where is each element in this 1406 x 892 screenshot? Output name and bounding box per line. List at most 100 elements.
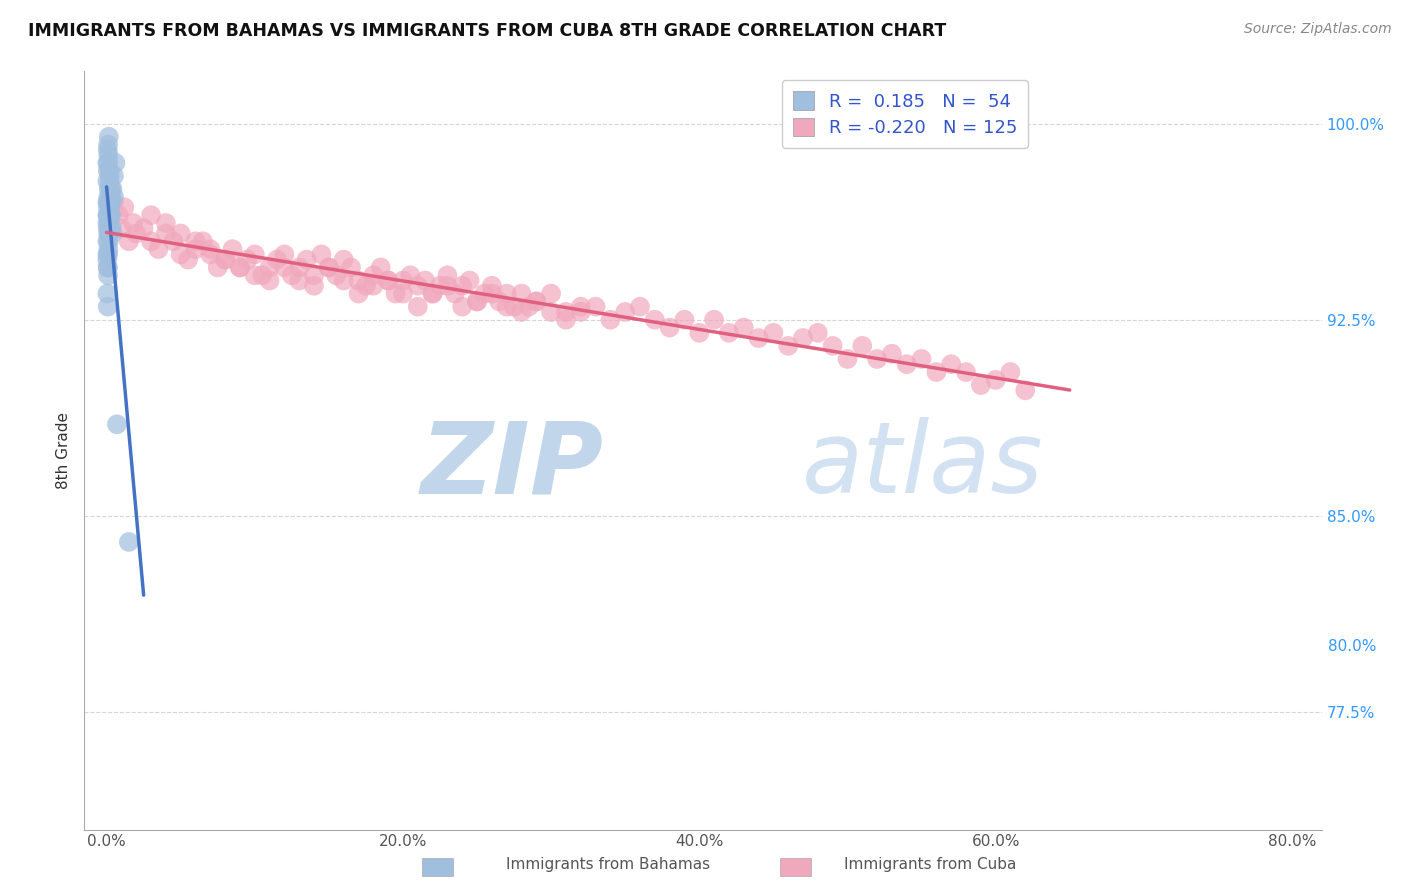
Point — [733, 320, 755, 334]
Point — [837, 351, 859, 366]
Point — [100, 195, 122, 210]
Point — [465, 294, 488, 309]
Point — [98, 195, 121, 210]
Point — [96, 216, 118, 230]
Point — [377, 273, 399, 287]
Point — [170, 227, 193, 241]
Point — [207, 260, 229, 275]
Point — [510, 305, 533, 319]
Point — [259, 260, 281, 275]
Text: atlas: atlas — [801, 417, 1043, 514]
Point — [392, 286, 415, 301]
Y-axis label: 8th Grade: 8th Grade — [56, 412, 72, 489]
Point — [377, 273, 399, 287]
Point — [122, 216, 145, 230]
Point — [125, 227, 148, 241]
Point — [96, 156, 118, 170]
Point — [436, 268, 458, 283]
Point — [413, 273, 436, 287]
Legend: R =  0.185   N =  54, R = -0.220   N = 125: R = 0.185 N = 54, R = -0.220 N = 125 — [782, 80, 1028, 148]
Point — [200, 242, 222, 256]
Point — [436, 278, 458, 293]
Point — [273, 260, 295, 275]
Point — [340, 260, 363, 275]
Point — [703, 312, 725, 326]
Point — [481, 286, 503, 301]
Point — [101, 182, 124, 196]
Point — [970, 378, 993, 392]
Point — [266, 252, 288, 267]
Point — [288, 260, 311, 275]
Point — [555, 305, 578, 319]
Point — [955, 365, 977, 379]
Point — [792, 331, 814, 345]
Point — [100, 208, 122, 222]
Point — [97, 195, 120, 210]
Text: ZIP: ZIP — [420, 417, 605, 514]
Point — [495, 300, 517, 314]
Point — [97, 156, 120, 170]
Point — [97, 163, 120, 178]
Text: 80.0%: 80.0% — [1327, 639, 1376, 654]
Point — [243, 247, 266, 261]
Point — [97, 300, 120, 314]
Point — [458, 273, 481, 287]
Point — [807, 326, 830, 340]
Point — [97, 208, 120, 222]
Point — [98, 169, 121, 183]
Point — [384, 286, 406, 301]
Point — [229, 260, 252, 275]
Point — [97, 242, 120, 256]
Point — [98, 221, 121, 235]
Point — [97, 247, 120, 261]
Point — [98, 208, 121, 222]
Point — [191, 235, 214, 249]
Point — [302, 278, 325, 293]
Point — [97, 221, 120, 235]
Point — [569, 300, 592, 314]
Point — [281, 268, 304, 283]
Point — [495, 286, 517, 301]
Point — [295, 252, 318, 267]
Point — [139, 235, 162, 249]
Point — [406, 300, 429, 314]
Point — [148, 242, 170, 256]
Point — [481, 278, 503, 293]
Point — [347, 273, 370, 287]
Point — [866, 351, 889, 366]
Point — [941, 357, 963, 371]
Point — [984, 373, 1007, 387]
Point — [112, 200, 135, 214]
Point — [318, 260, 340, 275]
Point — [332, 252, 354, 267]
Point — [644, 312, 666, 326]
Point — [910, 351, 932, 366]
Point — [200, 247, 222, 261]
Point — [273, 247, 295, 261]
Point — [96, 174, 118, 188]
Point — [503, 300, 526, 314]
Point — [118, 535, 141, 549]
Point — [510, 286, 533, 301]
Point — [599, 312, 621, 326]
Point — [96, 252, 118, 267]
Point — [465, 294, 488, 309]
Point — [100, 182, 122, 196]
Point — [318, 260, 340, 275]
Point — [155, 227, 177, 241]
Point — [110, 221, 132, 235]
Point — [97, 200, 120, 214]
Point — [259, 273, 281, 287]
Point — [96, 195, 118, 210]
Point — [97, 235, 120, 249]
Point — [97, 148, 120, 162]
Point — [451, 278, 474, 293]
Point — [354, 278, 377, 293]
Point — [96, 235, 118, 249]
Point — [451, 300, 474, 314]
Point — [517, 300, 540, 314]
Point — [288, 273, 311, 287]
Point — [363, 268, 385, 283]
Text: Source: ZipAtlas.com: Source: ZipAtlas.com — [1244, 22, 1392, 37]
Point — [96, 286, 118, 301]
